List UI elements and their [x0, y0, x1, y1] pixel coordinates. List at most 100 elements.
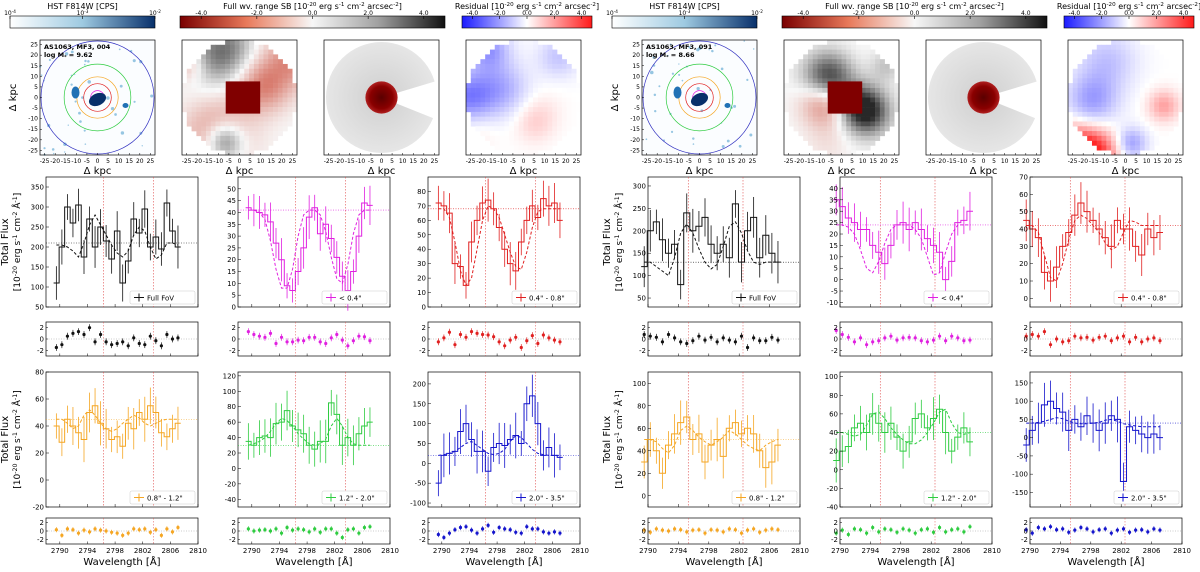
- map-pixel: [494, 145, 500, 151]
- flux-ylabel: Total Flux: [0, 218, 11, 266]
- map-pixel: [1115, 44, 1122, 50]
- residual-point: [552, 338, 557, 342]
- map-pixel: [846, 68, 852, 74]
- map-pixel: [268, 63, 274, 70]
- ytick-label: 35: [829, 196, 838, 204]
- map-pixel: [504, 107, 510, 113]
- hst-source: [84, 59, 87, 63]
- map-pixel: [822, 73, 828, 79]
- map-pixel: [244, 73, 250, 79]
- map-pixel: [812, 102, 818, 108]
- map-pixel: [215, 54, 221, 60]
- residual-point: [968, 525, 972, 529]
- residual-point: [1079, 525, 1083, 530]
- map-pixel: [875, 87, 881, 94]
- map-pixel: [1096, 131, 1102, 137]
- map-pixel: [836, 116, 842, 122]
- residual-point: [442, 535, 446, 540]
- map-pixel: [1096, 78, 1102, 84]
- residual-point: [1085, 335, 1089, 339]
- residual-point: [154, 528, 158, 532]
- map-pixel: [196, 92, 202, 98]
- map-pixel: [205, 126, 212, 132]
- map-pixel: [822, 116, 828, 122]
- map-pixel: [793, 92, 799, 98]
- map-pixel: [509, 54, 515, 60]
- map-pixel: [817, 54, 823, 60]
- colorbar-tick-label: -4.0: [1069, 10, 1081, 17]
- map-pixel: [831, 145, 838, 151]
- map-pixel: [253, 145, 259, 151]
- xlabel: Wavelength [Å]: [685, 555, 762, 568]
- ytick-label: 80: [637, 402, 646, 410]
- map-pixel: [1173, 97, 1179, 103]
- map-xtick-label: 5: [992, 158, 996, 165]
- map-pixel: [1163, 102, 1169, 108]
- map-pixel: [1111, 54, 1117, 60]
- map-pixel: [817, 44, 823, 50]
- map-pixel: [571, 111, 577, 117]
- map-xtick-label: 20: [1164, 158, 1172, 165]
- map-pixel: [258, 54, 264, 60]
- residual-point: [834, 531, 838, 535]
- map-pixel: [860, 131, 866, 137]
- ytick-label: 30: [1019, 243, 1028, 251]
- map-pixel: [1101, 131, 1107, 137]
- ytick-label: 50: [35, 304, 44, 312]
- residual-point: [87, 326, 92, 330]
- map-pixel: [798, 116, 804, 122]
- map-pixel: [547, 54, 553, 60]
- residual-point: [776, 338, 780, 342]
- map-pixel: [509, 150, 515, 156]
- residual-point: [1024, 528, 1028, 532]
- map-pixel: [249, 111, 255, 117]
- map-xtick-label: -5: [970, 158, 976, 165]
- map-pixel: [1096, 92, 1102, 98]
- map-pixel: [1111, 59, 1117, 65]
- map-pixel: [215, 87, 221, 94]
- map-pixel: [1173, 68, 1179, 74]
- map-xtick-label: -25: [784, 158, 794, 165]
- residual-point: [368, 339, 372, 343]
- map-pixel: [494, 49, 500, 55]
- map-pixel: [499, 49, 505, 55]
- map-pixel: [870, 126, 876, 132]
- map-pixel: [518, 150, 524, 156]
- map-pixel: [1154, 78, 1160, 84]
- map-pixel: [827, 73, 833, 79]
- map-pixel: [1082, 73, 1088, 79]
- map-pixel: [807, 107, 814, 113]
- map-pixel: [268, 73, 274, 79]
- ytick-label: 40: [227, 209, 236, 217]
- map-pixel: [793, 126, 799, 132]
- map-xtick-label: -5: [84, 158, 90, 165]
- colorbar-tick-label: 2.0: [363, 10, 373, 17]
- residual-point: [279, 335, 284, 339]
- spectrum-frame: [237, 371, 391, 508]
- model-mask: [381, 80, 439, 121]
- map-pixel: [273, 97, 279, 103]
- map-pixel: [494, 73, 500, 79]
- map-pixel: [513, 126, 520, 132]
- ytick-label: -20: [827, 485, 838, 493]
- map-pixel: [879, 116, 885, 122]
- map-pixel: [533, 97, 539, 103]
- map-pixel: [884, 92, 890, 98]
- map-pixel: [229, 150, 236, 156]
- map-pixel: [273, 126, 279, 132]
- map-xtick-label: -15: [61, 158, 71, 165]
- map-pixel: [1068, 97, 1074, 103]
- map-pixel: [1125, 92, 1131, 98]
- map-pixel: [220, 126, 226, 132]
- xtick-label: 2806: [761, 547, 779, 555]
- map-pixel: [1135, 40, 1141, 46]
- map-pixel: [841, 49, 847, 55]
- residual-point: [324, 527, 328, 531]
- map-pixel: [1154, 126, 1160, 132]
- map-pixel: [205, 54, 212, 60]
- map-pixel: [547, 131, 553, 137]
- residual-point: [834, 328, 838, 333]
